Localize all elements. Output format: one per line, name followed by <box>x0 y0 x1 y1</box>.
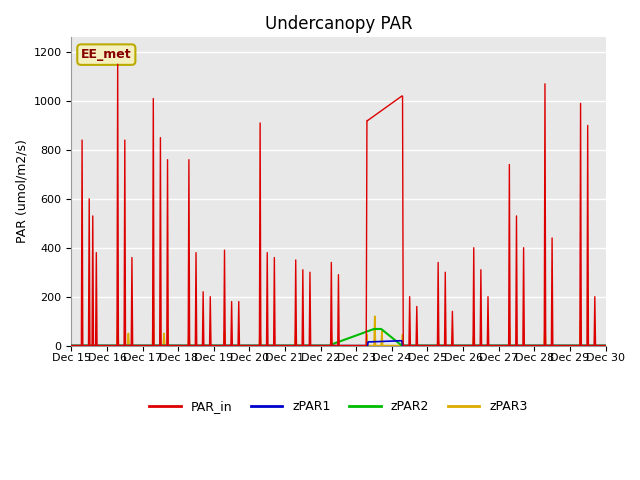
Title: Undercanopy PAR: Undercanopy PAR <box>264 15 412 33</box>
Y-axis label: PAR (umol/m2/s): PAR (umol/m2/s) <box>15 140 28 243</box>
Legend: PAR_in, zPAR1, zPAR2, zPAR3: PAR_in, zPAR1, zPAR2, zPAR3 <box>145 395 532 418</box>
Text: EE_met: EE_met <box>81 48 132 61</box>
